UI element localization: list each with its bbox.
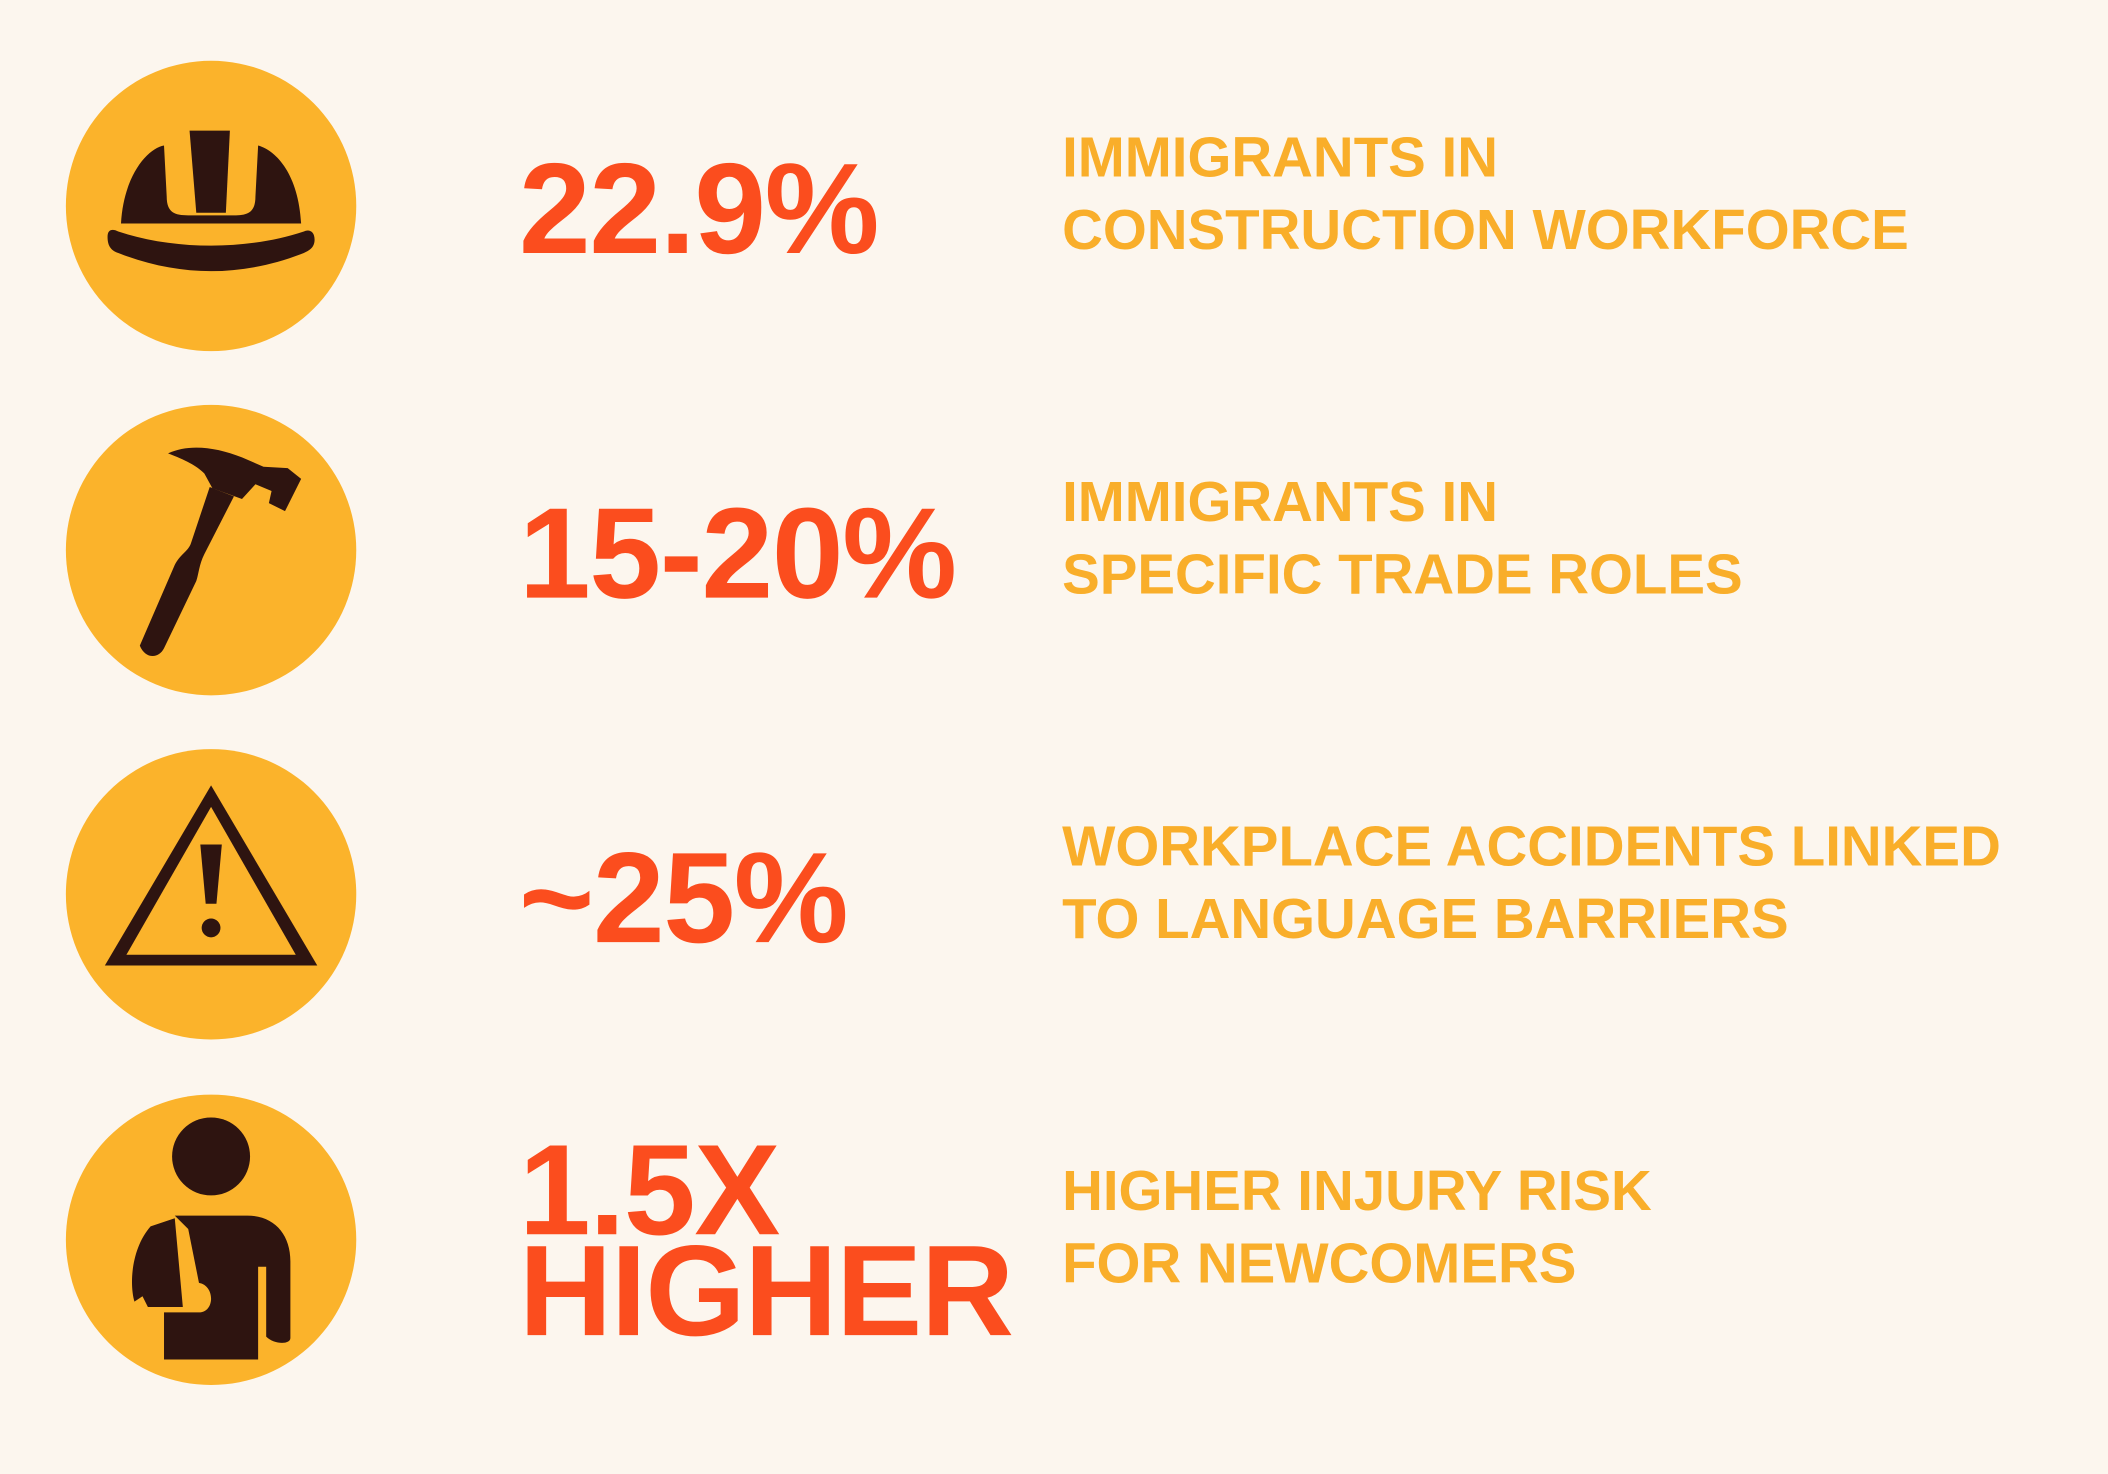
hard-hat-icon [107, 130, 315, 272]
stat-label: HIGHER INJURY RISK [1062, 1159, 1652, 1222]
warning-icon [104, 785, 318, 966]
hammer-icon [139, 447, 302, 657]
person-icon [131, 1117, 291, 1360]
icon-circle [65, 404, 357, 696]
stat-value: ~25% [519, 826, 847, 970]
stat-label: CONSTRUCTION WORKFORCE [1062, 198, 1909, 261]
stat-value: HIGHER [519, 1219, 1013, 1363]
stat-value: 15-20% [519, 482, 956, 626]
stat-label: IMMIGRANTS IN [1062, 470, 1498, 533]
stat-label: SPECIFIC TRADE ROLES [1062, 543, 1743, 606]
stat-label: TO LANGUAGE BARRIERS [1062, 887, 1789, 950]
stat-label: WORKPLACE ACCIDENTS LINKED [1062, 815, 2001, 878]
stat-value: 1.5X [519, 1118, 779, 1262]
stat-value: 22.9% [519, 137, 878, 281]
stat-label: FOR NEWCOMERS [1062, 1232, 1576, 1295]
stat-label: IMMIGRANTS IN [1062, 125, 1498, 188]
